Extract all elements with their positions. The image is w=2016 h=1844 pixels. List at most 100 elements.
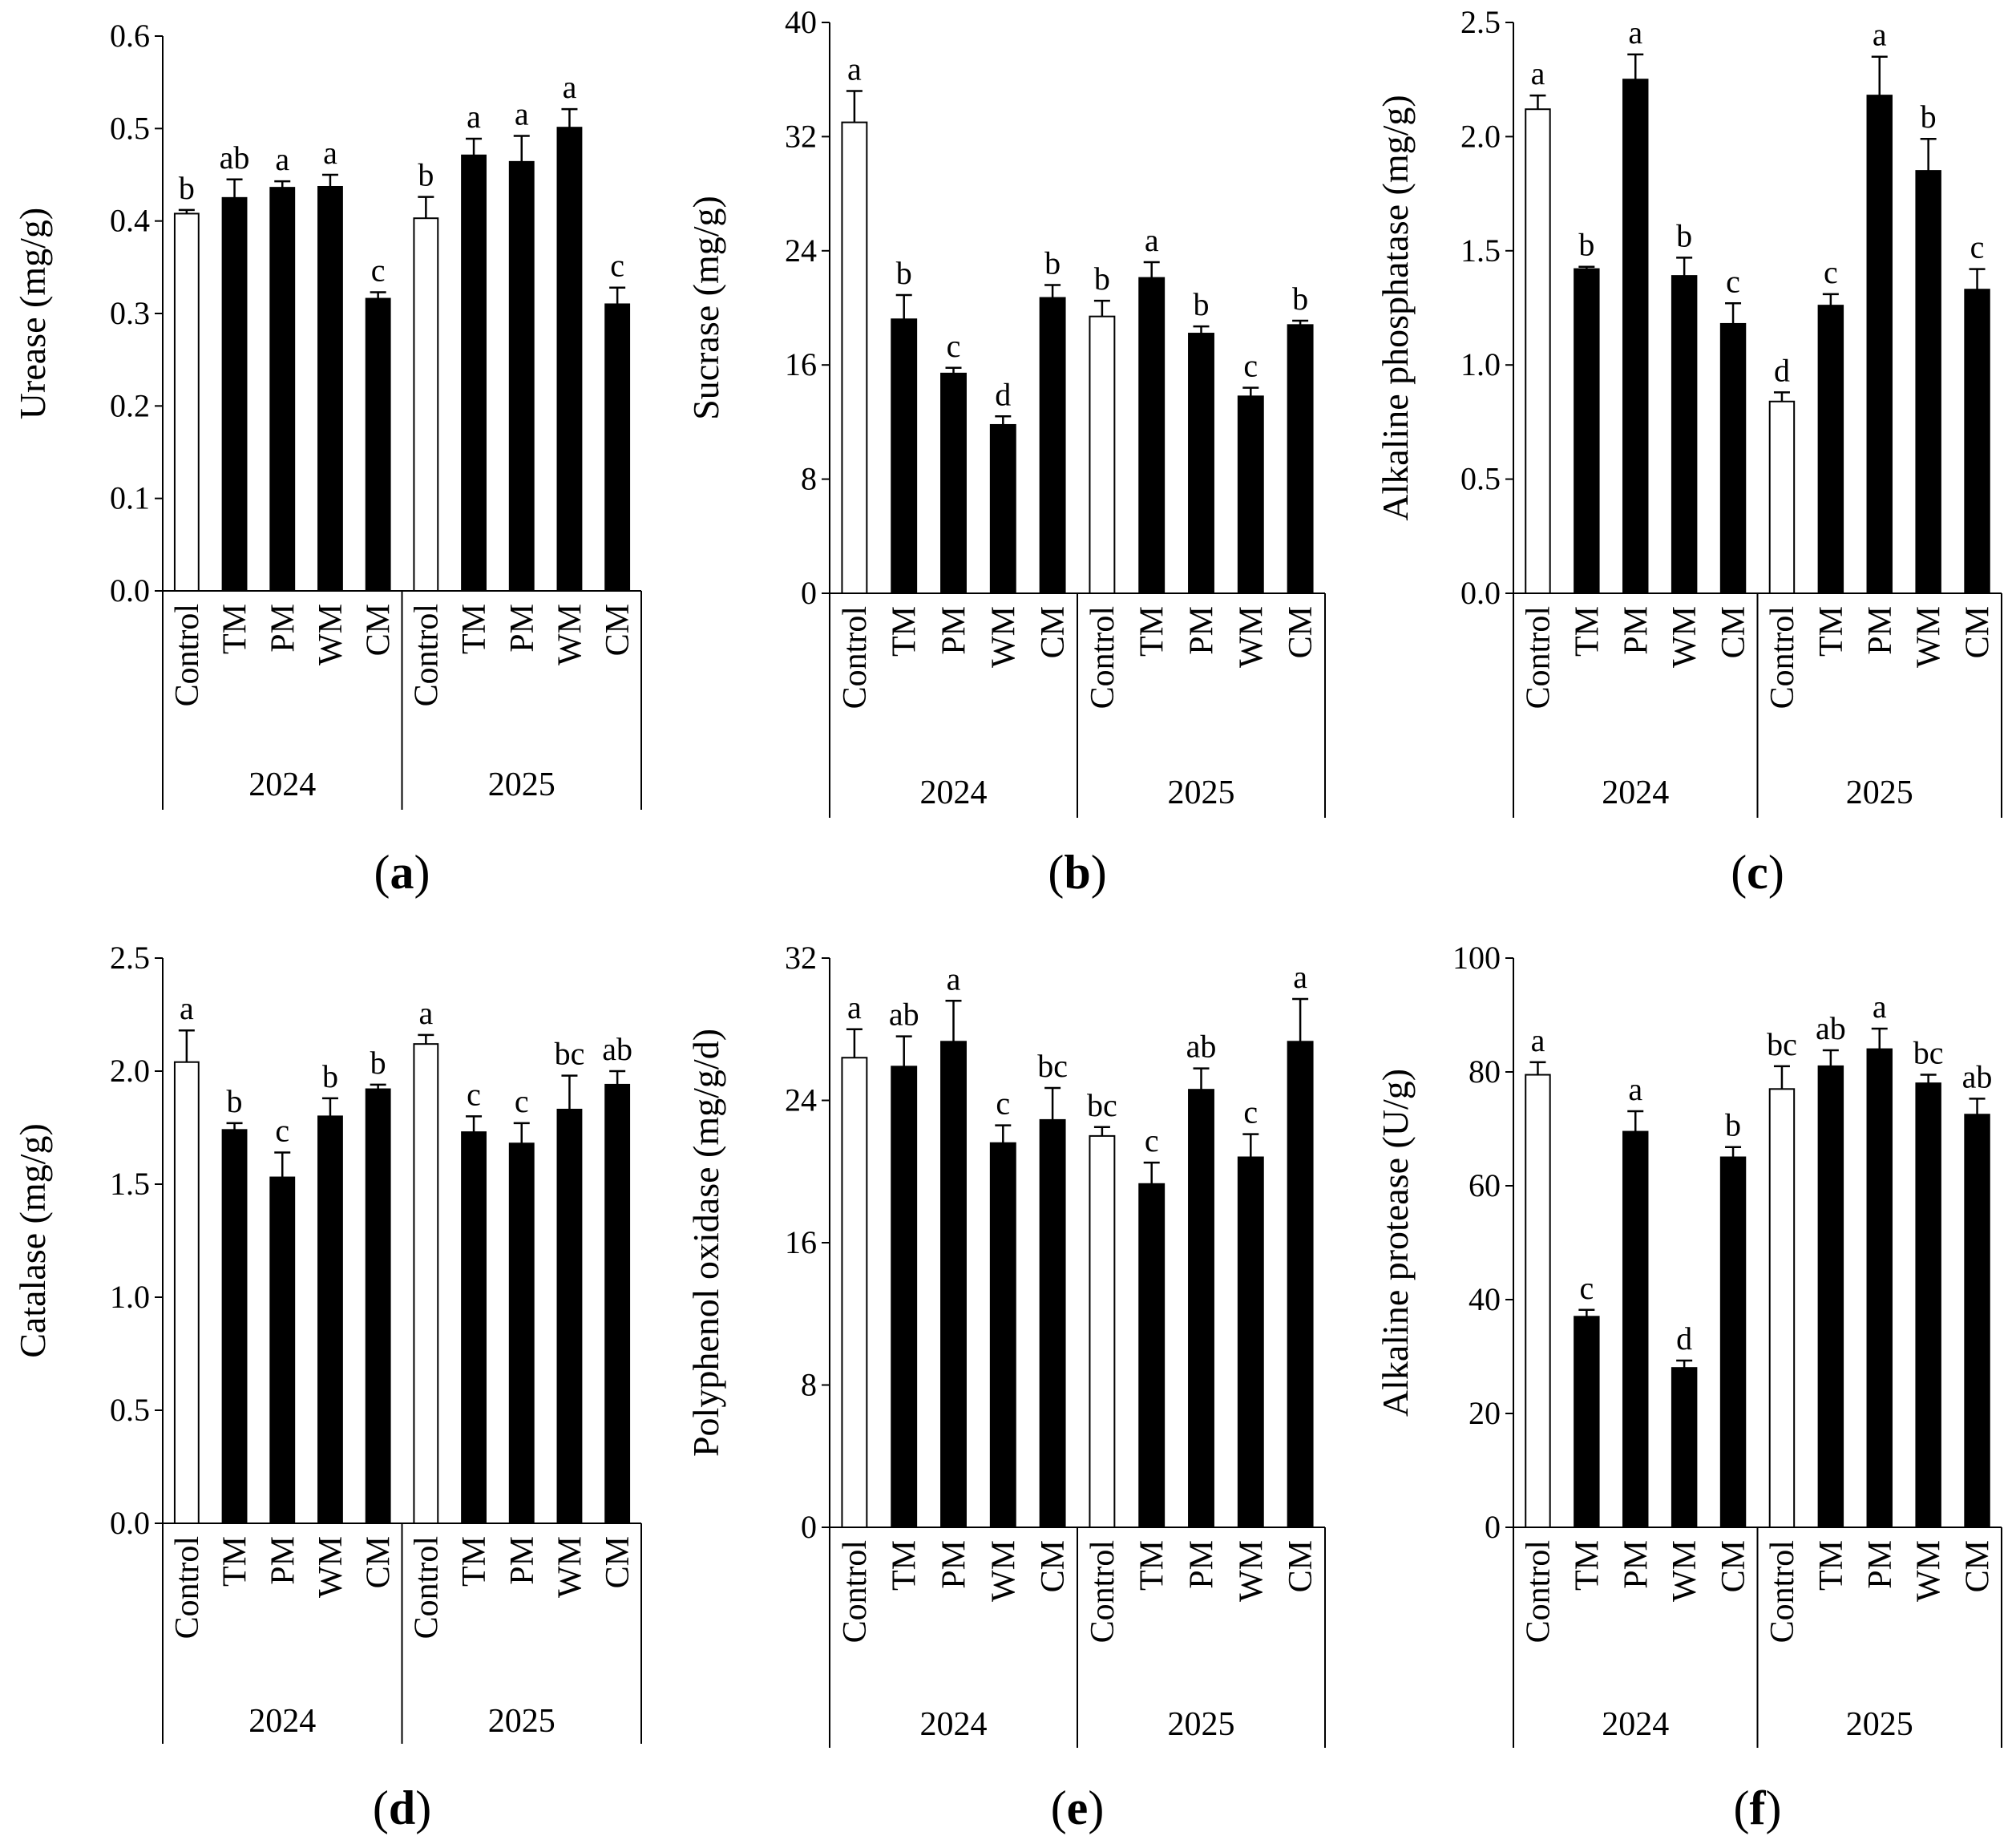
- category-label: Control: [1764, 1540, 1801, 1643]
- y-tick-label: 2.0: [1460, 118, 1501, 154]
- bar: [173, 1061, 200, 1524]
- bar: [1287, 1041, 1314, 1528]
- category-label: WM: [1911, 1540, 1948, 1602]
- significance-letter: b: [1194, 286, 1210, 322]
- panel-label-paren: (: [1731, 846, 1747, 899]
- significance-letter: a: [847, 989, 862, 1025]
- year-label: 2025: [1846, 774, 1913, 811]
- significance-letter: b: [1578, 227, 1594, 263]
- bar: [604, 303, 631, 592]
- significance-letter: b: [1094, 261, 1110, 297]
- bar: [413, 217, 439, 592]
- y-tick-label: 24: [785, 1082, 817, 1118]
- category-label: TM: [887, 606, 923, 657]
- category-label: Control: [408, 1536, 445, 1639]
- y-axis-label: Sucrase (mg/g): [685, 196, 726, 420]
- category-label: CM: [1960, 606, 1997, 658]
- bar: [461, 1131, 487, 1524]
- bar: [1719, 322, 1747, 594]
- category-label: PM: [1184, 1540, 1221, 1589]
- significance-letter: ab: [889, 997, 919, 1033]
- bar: [1622, 79, 1649, 594]
- category-label: WM: [1667, 1540, 1703, 1602]
- category-label: WM: [985, 606, 1022, 668]
- bar: [365, 297, 391, 592]
- y-tick-label: 0.5: [110, 110, 150, 146]
- significance-letter: a: [847, 51, 862, 87]
- bar: [317, 1115, 343, 1525]
- year-label: 2025: [488, 1703, 556, 1740]
- bar: [413, 1043, 439, 1525]
- year-label: 2024: [1602, 774, 1669, 811]
- panel-label: (a): [374, 846, 430, 899]
- category-label: TM: [1569, 606, 1606, 657]
- bar: [1768, 400, 1796, 594]
- significance-letter: a: [180, 990, 194, 1026]
- bar: [1574, 1316, 1600, 1529]
- y-tick-label: 32: [785, 118, 817, 154]
- bar: [1039, 1118, 1066, 1528]
- bar: [1574, 268, 1600, 594]
- bar: [1138, 1183, 1166, 1528]
- category-label: PM: [936, 1540, 973, 1589]
- significance-letter: a: [1145, 222, 1159, 258]
- category-label: TM: [456, 1536, 493, 1587]
- significance-letter: a: [563, 69, 577, 105]
- significance-letter: ab: [220, 140, 250, 176]
- category-label: PM: [1862, 1540, 1899, 1589]
- significance-letter: a: [1873, 989, 1887, 1025]
- significance-letter: b: [896, 255, 912, 291]
- y-tick-label: 100: [1452, 940, 1501, 976]
- panel-label-letter: d: [389, 1781, 415, 1834]
- category-label: WM: [551, 604, 588, 665]
- significance-letter: d: [1676, 1320, 1692, 1357]
- panel-label-paren: (: [1048, 846, 1064, 899]
- significance-letter: b: [1725, 1107, 1741, 1143]
- significance-letter: a: [1293, 959, 1307, 995]
- category-label: TM: [217, 1536, 254, 1587]
- bar: [940, 1041, 967, 1528]
- panel-e: 0 8 16 24 32 Polyphenol oxidase (mg/g/d) 2024 a…: [685, 940, 1326, 1834]
- y-tick-label: 0.0: [110, 572, 150, 609]
- year-label: 2024: [1602, 1706, 1669, 1743]
- significance-letter: c: [1726, 263, 1740, 299]
- significance-letter: c: [275, 1113, 289, 1149]
- bar: [1817, 1065, 1844, 1528]
- bar: [1525, 108, 1551, 594]
- bar: [1671, 1367, 1698, 1528]
- y-tick-label: 1.5: [110, 1166, 150, 1202]
- bar: [989, 423, 1016, 595]
- bar: [891, 318, 918, 594]
- y-tick-label: 24: [785, 233, 817, 269]
- panel-a: 0.0 0.1 0.2 0.3 0.4 0.5 0.6 Urease (mg/g) 2024 b C…: [12, 18, 642, 899]
- y-axis-label: Alkaline protease (U/g): [1375, 1069, 1416, 1417]
- y-tick-label: 40: [1469, 1281, 1501, 1317]
- category-label: PM: [265, 1536, 301, 1585]
- category-label: PM: [1862, 606, 1899, 655]
- bar: [173, 212, 200, 592]
- year-label: 2024: [248, 766, 316, 803]
- y-axis-label: Urease (mg/g): [12, 208, 53, 419]
- category-label: CM: [1035, 606, 1072, 658]
- y-tick-label: 0: [1485, 1509, 1501, 1545]
- bar: [1622, 1130, 1649, 1529]
- bar: [1525, 1074, 1551, 1529]
- y-tick-label: 0.0: [110, 1505, 150, 1541]
- category-label: PM: [936, 606, 973, 655]
- category-label: Control: [1764, 606, 1801, 709]
- panel-label: (f): [1734, 1781, 1782, 1834]
- y-tick-label: 8: [801, 1367, 817, 1403]
- category-label: TM: [1569, 1540, 1606, 1591]
- bar: [1089, 1134, 1116, 1528]
- significance-letter: d: [1774, 352, 1790, 388]
- y-tick-label: 20: [1469, 1395, 1501, 1431]
- category-label: TM: [887, 1540, 923, 1591]
- bar: [1671, 275, 1698, 594]
- y-tick-label: 0.0: [1460, 575, 1501, 611]
- category-label: CM: [1035, 1540, 1072, 1592]
- significance-letter: b: [1044, 245, 1061, 281]
- y-tick-label: 16: [785, 1224, 817, 1260]
- y-tick-label: 0: [801, 1509, 817, 1545]
- significance-letter: a: [1873, 17, 1887, 53]
